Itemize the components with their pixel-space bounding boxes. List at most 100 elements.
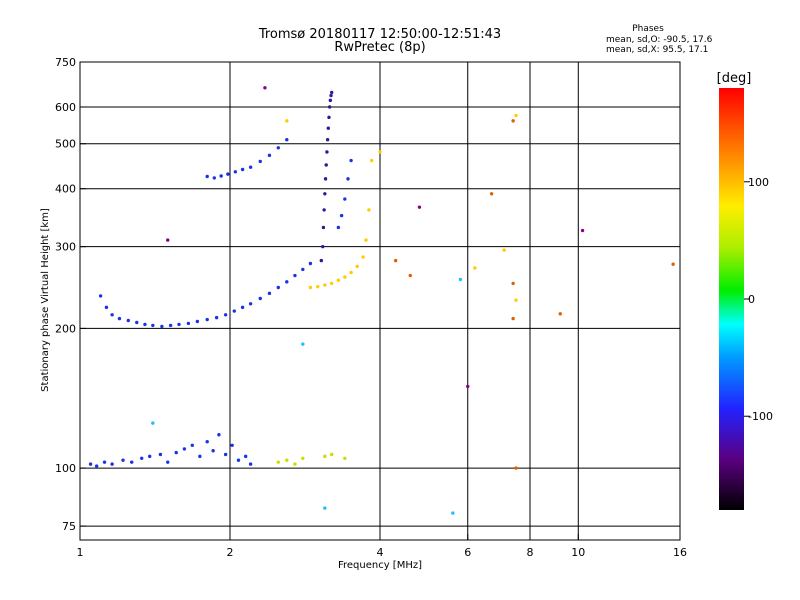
data-point [198,454,202,459]
colorbar-tick-label: 100 [748,176,769,189]
phases-x-stats: mean, sd,X: 95.5, 17.1 [606,45,708,55]
data-point [166,460,170,464]
data-point [186,321,191,326]
data-point [325,150,329,154]
data-point [248,165,253,169]
data-point [117,316,122,321]
x-tick-label: 8 [527,546,534,559]
data-point [349,158,353,163]
data-point [355,264,359,269]
data-point [182,447,187,451]
data-point [330,281,334,286]
data-point [326,126,331,130]
data-point [321,244,325,249]
data-point [336,225,341,230]
data-point [514,113,518,118]
data-point [325,138,330,142]
data-point [160,324,164,329]
data-point [417,205,422,209]
data-point [214,315,219,320]
data-point [205,174,209,179]
data-point [174,450,178,455]
y-tick-label: 400 [55,183,76,196]
data-point [140,456,144,460]
data-point [346,177,350,181]
data-point [322,208,326,212]
data-point [321,225,326,230]
data-point [511,281,515,286]
grid [80,62,680,540]
data-point [94,464,99,468]
data-point [323,177,328,181]
data-point [267,291,272,296]
data-point [408,273,412,278]
data-point [301,342,305,346]
data-point [151,323,155,328]
data-point [367,208,371,212]
x-tick-label: 1 [77,546,84,559]
data-point [285,138,289,142]
data-point [158,452,163,457]
data-point [458,277,463,282]
y-tick-label: 600 [55,101,76,114]
data-point [293,273,297,278]
data-point [378,150,382,154]
data-point [126,318,130,323]
y-tick-label: 100 [55,462,76,475]
data-point [240,167,245,172]
data-point [104,305,109,310]
data-point [489,192,494,196]
y-axis-label: Stationary phase Virtual Height [km] [40,208,51,392]
data-point [514,298,518,302]
data-point [258,296,262,301]
colorbar-ticks: -100 0 100 [744,176,773,423]
y-tick-label: 750 [55,56,76,69]
data-point [361,255,365,259]
data-point [323,506,327,510]
colorbar-tick-label: -100 [748,410,773,423]
data-point [263,86,267,90]
data-point [473,266,477,270]
data-point [212,176,216,180]
data-point [232,309,236,313]
data-point [177,322,181,327]
data-point [195,319,200,324]
data-point [349,270,353,275]
data-point [258,159,262,164]
data-point [219,174,223,178]
x-tick-label: 10 [571,546,585,559]
data-point [236,458,241,462]
colorbar-label: [deg] [717,71,752,86]
data-point [330,90,334,95]
y-ticks: 75 100 200 300 400 500 600 750 [55,56,86,533]
data-point [558,312,562,316]
data-point [308,285,313,290]
data-point [205,440,209,444]
data-point [233,170,238,174]
data-point [293,462,297,466]
data-point [98,294,103,298]
data-point [211,449,215,453]
x-axis-label: Frequency [MHz] [338,560,422,571]
y-tick-label: 500 [55,138,76,151]
data-point [319,258,324,263]
data-point [190,443,194,447]
data-point [502,248,506,252]
data-point [267,153,272,158]
data-point [323,192,327,196]
data-point [285,280,289,284]
data-point [285,458,289,462]
data-point [102,460,107,464]
data-point [327,105,332,109]
data-point [130,460,134,464]
data-point [339,213,344,218]
y-tick-label: 200 [55,322,76,335]
data-point [329,93,333,98]
data-point [316,284,320,289]
data-point [217,433,221,437]
data-point [88,462,93,466]
data-point [323,283,327,287]
phases-o-stats: mean, sd,O: -90.5, 17.6 [606,35,713,45]
data-point [343,456,347,460]
data-point [223,452,228,457]
